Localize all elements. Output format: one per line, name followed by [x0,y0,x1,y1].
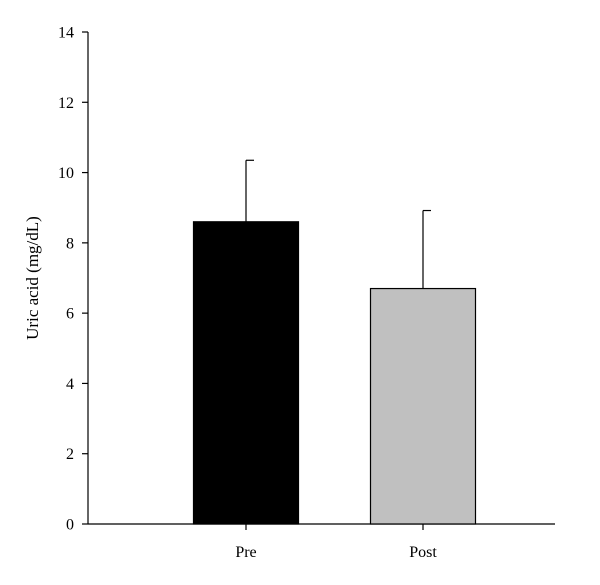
x-tick-label: Post [409,544,437,561]
y-axis-title: Uric acid (mg/dL) [23,216,42,340]
error-bars [245,159,431,289]
y-tick-label: 8 [66,235,74,252]
y-tick-label: 10 [58,165,74,182]
x-axis: Pre Post [88,523,555,561]
x-tick-label: Pre [235,544,256,561]
y-axis: 0 2 4 6 8 10 12 14 [58,25,89,534]
bars [192,221,477,525]
y-tick-label: 2 [66,446,74,463]
bar-pre [192,221,300,525]
y-tick-label: 6 [66,306,74,323]
y-tick-label: 12 [58,95,74,112]
bar-post [369,287,477,525]
y-tick-label: 14 [58,25,74,42]
y-tick-label: 4 [66,376,74,393]
y-tick-label: 0 [66,517,74,534]
